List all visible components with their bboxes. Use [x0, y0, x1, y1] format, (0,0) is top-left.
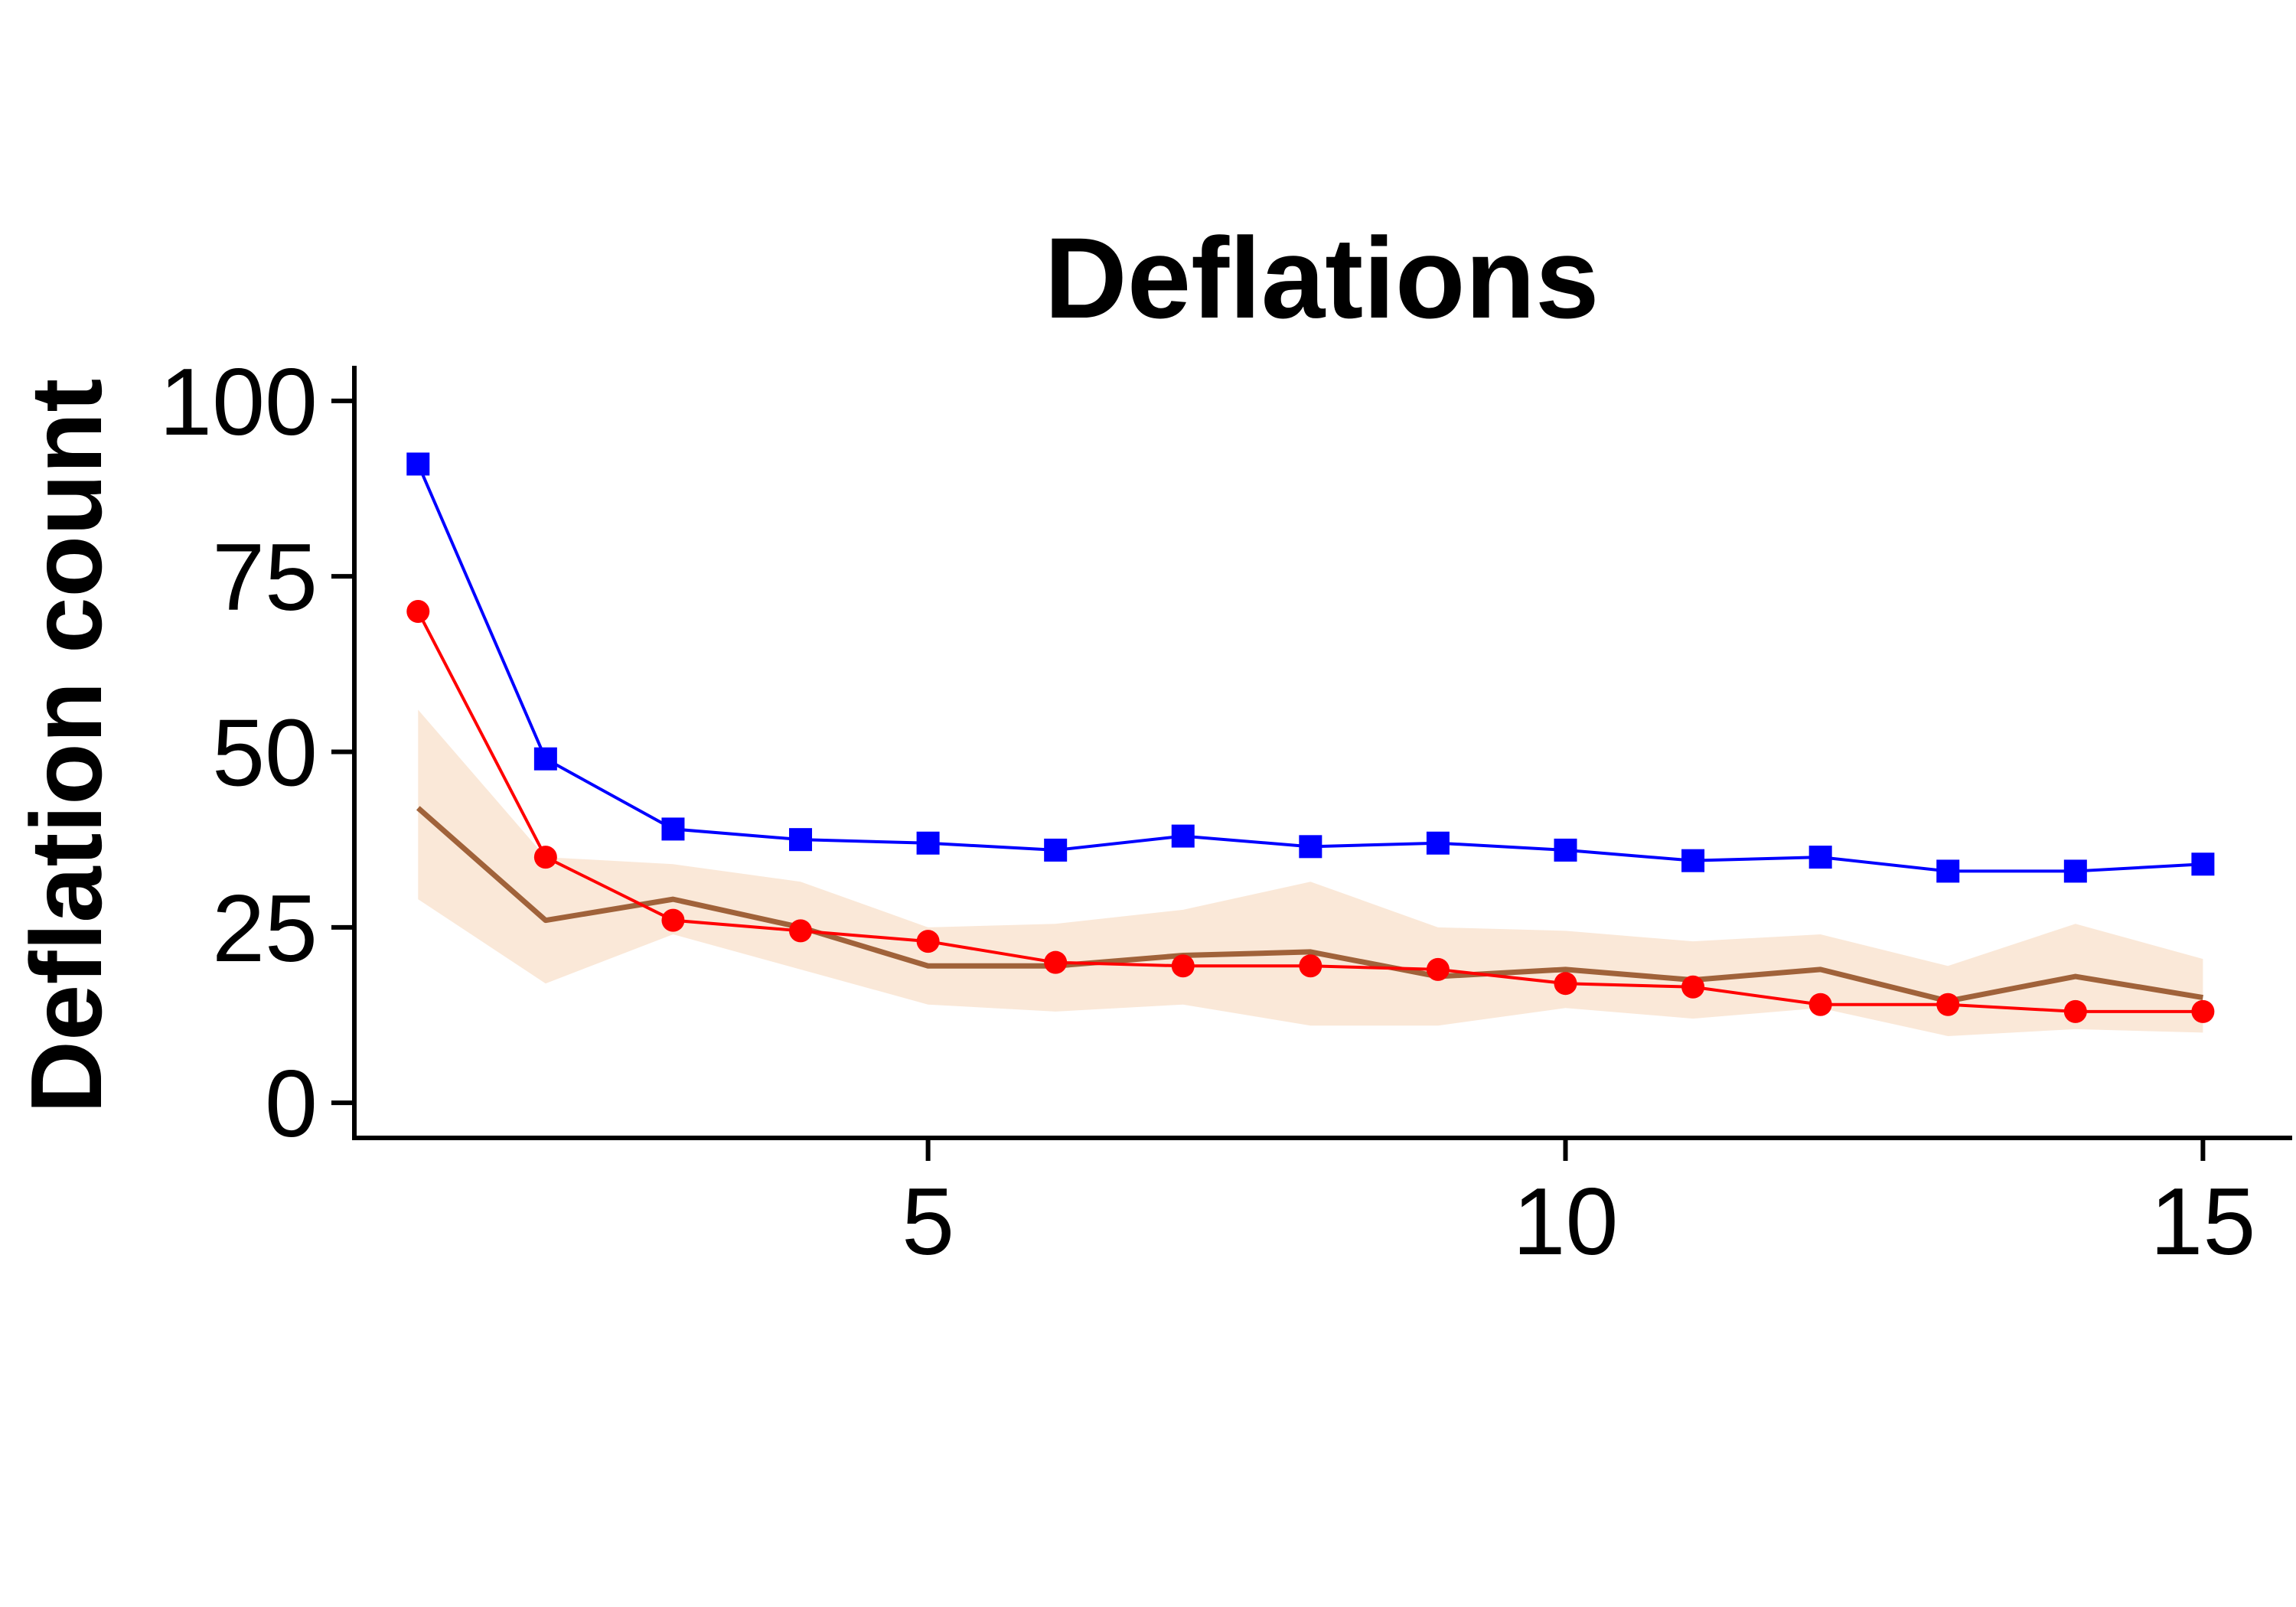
series-1-point	[1171, 824, 1195, 848]
y-axis-label: Deflation count	[10, 379, 122, 1114]
series-1-line	[416, 463, 2203, 873]
chart-title: Deflations	[1044, 214, 1599, 342]
series-1-point	[661, 817, 685, 841]
series-2-point	[1936, 993, 1960, 1016]
series-2-point	[916, 930, 940, 953]
series-1-point	[1299, 835, 1322, 859]
series-1-point	[1808, 846, 1832, 869]
series-2-point	[1681, 975, 1705, 999]
series-2-point	[406, 600, 430, 624]
series-2-point	[661, 908, 685, 932]
series-2-point	[2191, 999, 2215, 1023]
y-tick-label: 0	[265, 1051, 318, 1157]
series-1-point	[1554, 838, 1577, 862]
series-2-point	[1299, 954, 1322, 978]
series-3-line	[416, 806, 2203, 1004]
series-1-point	[1426, 831, 1450, 855]
series-1-point	[2063, 859, 2087, 883]
confidence-band-layer	[418, 709, 2203, 1036]
x-tick-label: 15	[2150, 1169, 2255, 1275]
series-markers-layer	[406, 452, 2215, 1023]
series-1-point	[533, 747, 557, 771]
ticks-layer: 0 25 50 75 100 5 10 15	[159, 350, 2255, 1275]
y-tick-label: 100	[159, 350, 318, 455]
series-2-point	[1426, 957, 1450, 981]
series-2-point	[2063, 999, 2087, 1023]
confidence-band-3	[418, 709, 2203, 1036]
series-2-point	[1044, 950, 1068, 974]
series-1-point	[789, 828, 813, 852]
series-1-point	[1936, 859, 1960, 883]
x-tick-label: 5	[902, 1169, 954, 1275]
y-tick-label: 50	[212, 701, 318, 807]
series-2-point	[1808, 993, 1832, 1016]
series-1-point	[1681, 849, 1705, 872]
series-1-point	[2191, 852, 2215, 876]
series-2-point	[789, 919, 813, 943]
series-1-point	[916, 831, 940, 855]
x-tick-label: 10	[1513, 1169, 1619, 1275]
y-tick-label: 25	[212, 876, 318, 982]
series-1-point	[1044, 838, 1068, 862]
series-1-point	[406, 452, 430, 476]
series-2-point	[1554, 972, 1577, 996]
series-2-point	[533, 846, 557, 869]
y-tick-label: 75	[212, 525, 318, 631]
series-2-point	[1171, 954, 1195, 978]
